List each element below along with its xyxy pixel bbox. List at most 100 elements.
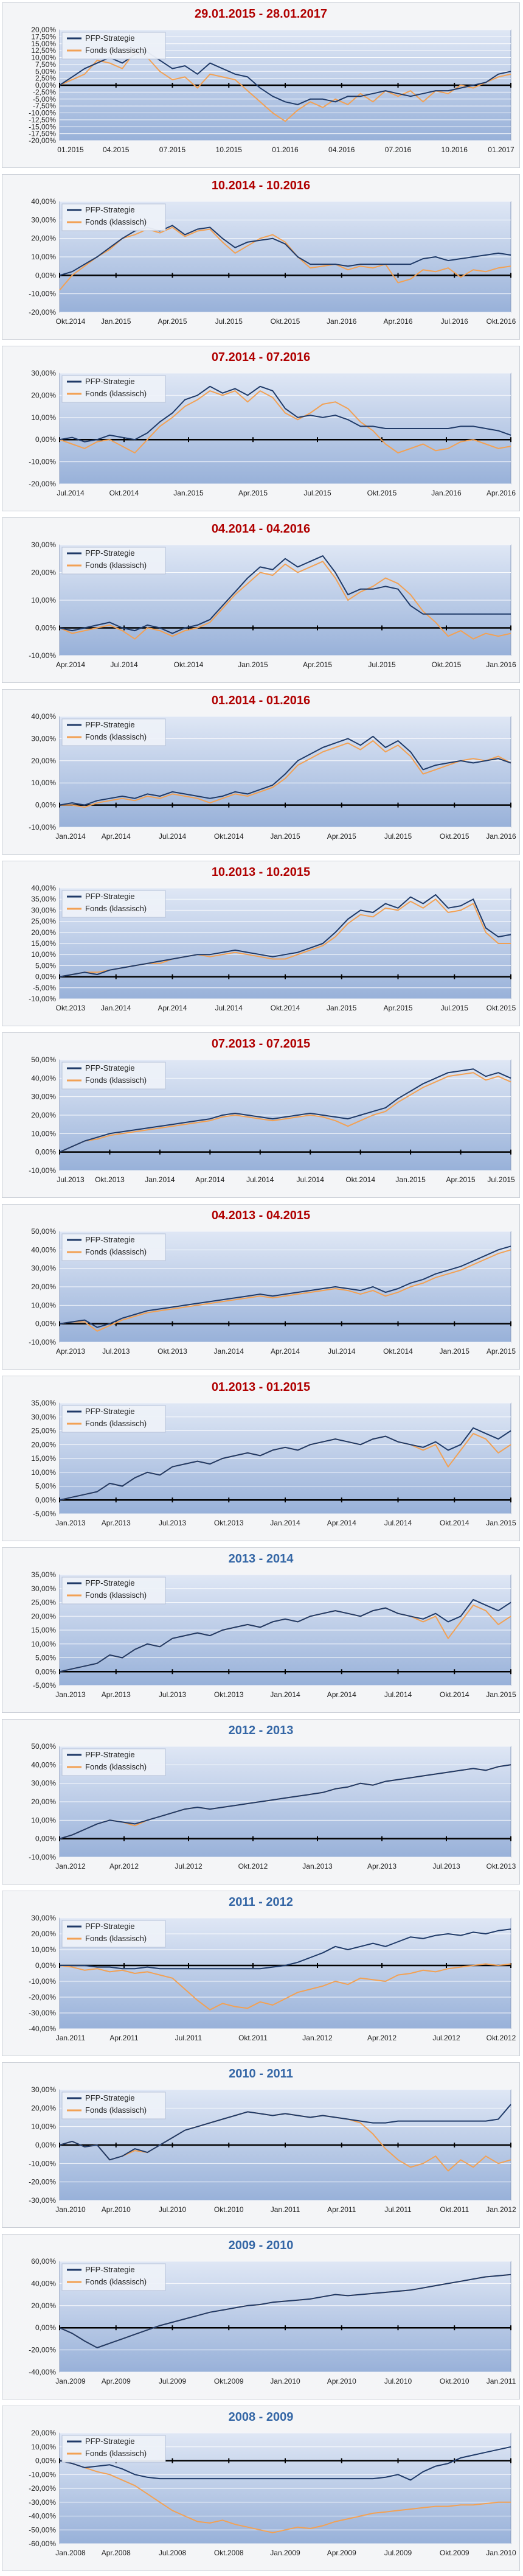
y-tick-label: 20,00% bbox=[31, 26, 56, 34]
y-tick-label: 15,00% bbox=[31, 40, 56, 48]
y-tick-label: 0,00% bbox=[35, 2323, 56, 2332]
y-tick-label: 30,00% bbox=[31, 1413, 56, 1421]
x-tick-label: Jul.2013 bbox=[57, 1175, 85, 1184]
x-tick-label: Apr.2016 bbox=[383, 317, 412, 326]
y-tick-label: 20,00% bbox=[31, 1111, 56, 1119]
series-line-pfp-strategie bbox=[59, 555, 511, 634]
x-tick-label: Jan.2012 bbox=[486, 2205, 516, 2214]
y-tick-label: -20,00% bbox=[29, 480, 56, 488]
y-tick-label: -10,00% bbox=[29, 995, 56, 1003]
legend-label: Fonds (klassisch) bbox=[85, 561, 147, 570]
y-tick-label: 50,00% bbox=[31, 1055, 56, 1064]
y-tick-label: -20,00% bbox=[29, 2484, 56, 2493]
line-chart: 07.2013 - 07.2015 50,00% 40,00% 30,00% 20,00… bbox=[29, 1037, 515, 1184]
x-tick-label: Jan.2015 bbox=[270, 832, 300, 841]
x-tick-label: Okt.2015 bbox=[432, 660, 462, 669]
x-tick-label: Apr.2011 bbox=[109, 2034, 138, 2042]
x-tick-label: Apr.2013 bbox=[102, 1690, 131, 1699]
x-tick-label: Jul.2015 bbox=[215, 317, 243, 326]
x-tick-label: Jan.2014 bbox=[55, 832, 86, 841]
x-tick-label: Jan.2011 bbox=[56, 2034, 86, 2042]
line-chart: 29.01.2015 - 28.01.2017 20,00%17,50%15,00… bbox=[29, 7, 514, 154]
y-tick-label: -5,00% bbox=[33, 1510, 56, 1518]
x-tick-label: Jul.2013 bbox=[102, 1347, 130, 1356]
y-tick-label: 30,00% bbox=[31, 1264, 56, 1273]
x-tick-label: Okt.2009 bbox=[214, 2377, 244, 2385]
y-tick-label: 20,00% bbox=[31, 1797, 56, 1806]
x-tick-label: Okt.2008 bbox=[214, 2549, 244, 2557]
x-tick-label: Jul.2014 bbox=[215, 1004, 243, 1012]
y-tick-label: 0,00% bbox=[35, 1667, 56, 1676]
chart-title: 2009 - 2010 bbox=[229, 2239, 294, 2252]
legend-label: PFP-Strategie bbox=[85, 2265, 135, 2274]
y-tick-label: -10,00% bbox=[29, 823, 56, 831]
y-tick-label: 20,00% bbox=[31, 2104, 56, 2112]
y-tick-label: 10,00% bbox=[31, 413, 56, 422]
y-tick-label: 5,00% bbox=[35, 1654, 56, 1662]
y-tick-label: 2,50% bbox=[35, 74, 56, 83]
x-tick-label: Apr.2015 bbox=[327, 832, 356, 841]
x-tick-label: Jul.2014 bbox=[246, 1175, 274, 1184]
series-line-pfp-strategie bbox=[59, 2104, 511, 2161]
chart-panel: 07.2013 - 07.2015 50,00% 40,00% 30,00% 20,00… bbox=[2, 1032, 520, 1198]
x-tick-label: Jan.2010 bbox=[55, 2205, 86, 2214]
x-tick-label: Jan.2015 bbox=[173, 489, 204, 497]
x-tick-label: Jan.2009 bbox=[55, 2377, 86, 2385]
legend-label: PFP-Strategie bbox=[85, 2093, 135, 2102]
y-tick-label: 17,50% bbox=[31, 32, 56, 41]
y-tick-label: 40,00% bbox=[31, 884, 56, 892]
x-tick-label: Apr.2015 bbox=[383, 1004, 412, 1012]
x-tick-label: Jul.2015 bbox=[368, 660, 396, 669]
x-tick-label: Okt.2011 bbox=[238, 2034, 268, 2042]
x-tick-label: Apr.2014 bbox=[158, 1004, 187, 1012]
legend: PFP-Strategie Fonds (klassisch) bbox=[61, 2435, 166, 2463]
x-tick-label: Jan.2010 bbox=[270, 2377, 300, 2385]
y-tick-label: 20,00% bbox=[31, 2301, 56, 2310]
y-tick-label: -30,00% bbox=[29, 2196, 56, 2205]
x-tick-label: Apr.2010 bbox=[102, 2205, 131, 2214]
line-chart: 2012 - 2013 50,00% 40,00% 30,00% 20,00% 10,00… bbox=[29, 1724, 516, 1871]
x-tick-label: Apr.2015 bbox=[158, 317, 187, 326]
y-tick-label: 30,00% bbox=[31, 369, 56, 377]
y-tick-label: 20,00% bbox=[31, 1612, 56, 1620]
x-tick-label: Okt.2013 bbox=[487, 1862, 516, 1871]
chart-title: 07.2013 - 07.2015 bbox=[212, 1037, 310, 1051]
x-tick-label: Apr.2016 bbox=[487, 489, 516, 497]
y-tick-label: -30,00% bbox=[29, 2498, 56, 2507]
legend: PFP-Strategie Fonds (klassisch) bbox=[61, 32, 166, 60]
legend: PFP-Strategie Fonds (klassisch) bbox=[61, 203, 166, 231]
y-tick-label: 30,00% bbox=[31, 541, 56, 549]
legend-label: PFP-Strategie bbox=[85, 1063, 135, 1073]
x-tick-label: Jul.2009 bbox=[384, 2549, 412, 2557]
line-chart: 07.2014 - 07.2016 30,00% 20,00% 10,00% 0,00%… bbox=[29, 351, 516, 497]
x-tick-label: Jan.2015 bbox=[327, 1004, 357, 1012]
x-tick-label: Jan.2016 bbox=[327, 317, 357, 326]
legend-label: Fonds (klassisch) bbox=[85, 904, 147, 913]
y-tick-label: -5,00% bbox=[33, 984, 56, 992]
series-line-pfp-strategie bbox=[59, 385, 511, 443]
legend-label: PFP-Strategie bbox=[85, 205, 135, 214]
x-tick-label: Jul.2011 bbox=[384, 2205, 412, 2214]
x-tick-label: Apr.2015 bbox=[238, 489, 268, 497]
y-tick-label: 20,00% bbox=[31, 1440, 56, 1449]
y-tick-label: 40,00% bbox=[31, 197, 56, 206]
y-tick-label: 0,00% bbox=[35, 624, 56, 632]
x-tick-label: Apr.2010 bbox=[327, 2377, 356, 2385]
legend: PFP-Strategie Fonds (klassisch) bbox=[61, 1233, 166, 1261]
x-tick-label: Okt.2015 bbox=[440, 832, 469, 841]
legend-label: PFP-Strategie bbox=[85, 377, 135, 386]
x-tick-label: Jul.2014 bbox=[384, 1690, 412, 1699]
x-tick-label: Jan.2014 bbox=[214, 1347, 244, 1356]
legend: PFP-Strategie Fonds (klassisch) bbox=[61, 2263, 166, 2291]
y-tick-label: 30,00% bbox=[31, 1093, 56, 1101]
legend-label: PFP-Strategie bbox=[85, 892, 135, 901]
chart-panel: 04.2013 - 04.2015 50,00% 40,00% 30,00% 20,00… bbox=[2, 1204, 520, 1370]
y-tick-label: 10,00% bbox=[31, 1640, 56, 1648]
x-tick-label: Okt.2015 bbox=[367, 489, 397, 497]
line-chart: 04.2013 - 04.2015 50,00% 40,00% 30,00% 20,00… bbox=[29, 1209, 516, 1356]
legend: PFP-Strategie Fonds (klassisch) bbox=[61, 547, 166, 575]
x-tick-label: Apr.2011 bbox=[327, 2205, 356, 2214]
x-tick-label: Jan.2008 bbox=[55, 2549, 86, 2557]
y-tick-label: 40,00% bbox=[31, 1074, 56, 1082]
